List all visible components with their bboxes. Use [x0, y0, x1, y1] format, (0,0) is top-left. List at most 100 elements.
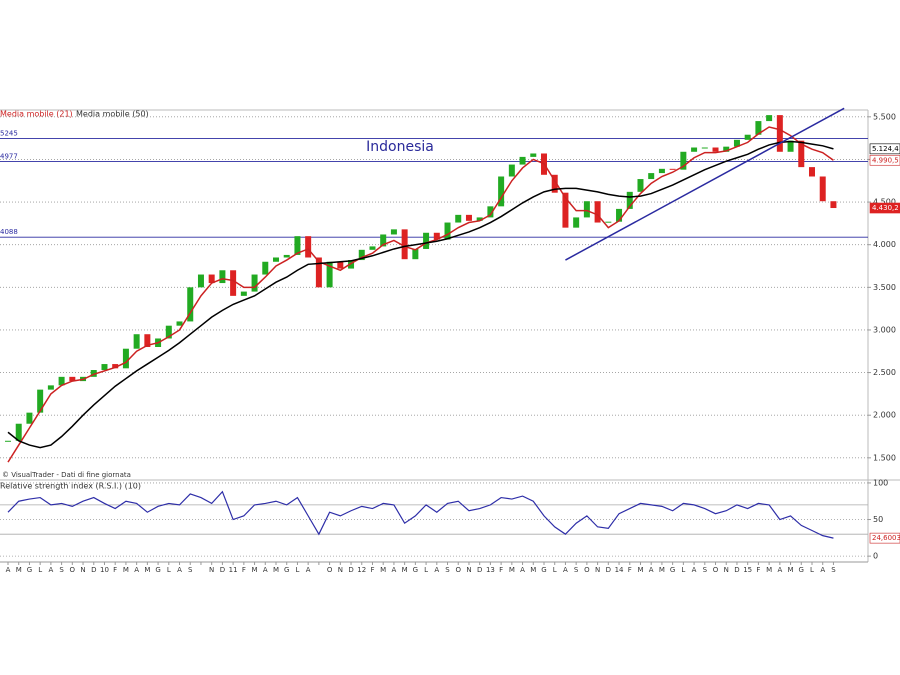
- x-tick-label: A: [263, 566, 268, 574]
- legend-entry: Media mobile (50): [76, 110, 149, 119]
- x-tick-label: F: [628, 566, 632, 574]
- candle: [187, 287, 194, 322]
- candle: [830, 201, 837, 209]
- candle: [401, 229, 408, 260]
- candle: [551, 174, 558, 193]
- x-tick-label: A: [777, 566, 782, 574]
- x-tick-label: M: [659, 566, 665, 574]
- trendline: [565, 107, 845, 261]
- x-tick-label: A: [820, 566, 825, 574]
- x-tick-label: F: [242, 566, 246, 574]
- candle: [337, 261, 344, 269]
- candle: [455, 214, 462, 223]
- panel-title: Relative strength index (R.S.I.) (10): [0, 482, 141, 491]
- candle: [669, 168, 676, 170]
- x-tick-label: 14: [615, 566, 624, 574]
- x-tick-label: O: [327, 566, 333, 574]
- x-tick-label: D: [734, 566, 739, 574]
- candle: [5, 440, 11, 442]
- x-tick-label: 12: [357, 566, 366, 574]
- candle: [165, 325, 172, 339]
- x-tick-label: M: [530, 566, 536, 574]
- last-value-tag: 24,6003: [872, 534, 900, 542]
- last-price-tag: 4.430,2: [872, 204, 899, 212]
- x-tick-label: N: [209, 566, 214, 574]
- candle: [712, 147, 719, 152]
- x-tick-label: M: [788, 566, 794, 574]
- candle: [766, 115, 773, 122]
- x-tick-label: 10: [100, 566, 109, 574]
- line: [7, 140, 834, 449]
- candle: [69, 376, 76, 382]
- last-value-tag-box: [869, 154, 900, 166]
- x-tick-label: 13: [486, 566, 495, 574]
- candle: [562, 192, 569, 228]
- x-tick-label: O: [70, 566, 76, 574]
- x-tick-label: L: [38, 566, 42, 574]
- x-tick-label: N: [80, 566, 85, 574]
- candle: [444, 222, 451, 240]
- x-tick-label: M: [509, 566, 515, 574]
- candle: [519, 156, 526, 165]
- candle: [616, 208, 623, 222]
- last-value-tag-box: [869, 143, 900, 155]
- y-tick-label: 3.000: [873, 325, 896, 334]
- candle: [605, 221, 612, 223]
- x-tick-label: L: [295, 566, 299, 574]
- x-tick-label: A: [649, 566, 654, 574]
- x-tick-label: F: [113, 566, 117, 574]
- x-tick-label: N: [595, 566, 600, 574]
- x-tick-label: 11: [229, 566, 238, 574]
- x-tick-label: G: [155, 566, 160, 574]
- candle: [208, 274, 215, 284]
- x-tick-label: M: [16, 566, 22, 574]
- candle: [583, 201, 590, 218]
- x-tick-label: G: [284, 566, 289, 574]
- x-tick-label: A: [48, 566, 53, 574]
- x-tick-label: M: [273, 566, 279, 574]
- candle: [776, 115, 783, 152]
- x-tick-label: N: [724, 566, 729, 574]
- x-tick-label: M: [766, 566, 772, 574]
- x-tick-label: O: [584, 566, 590, 574]
- last-price-tag-box: [869, 202, 900, 214]
- x-tick-label: D: [91, 566, 96, 574]
- x-tick-label: L: [424, 566, 428, 574]
- last-value-tag: 4.990,5: [872, 156, 899, 164]
- candle: [744, 134, 751, 140]
- y-tick-label: 5.500: [873, 112, 896, 121]
- y-tick-label: 4.000: [873, 240, 896, 249]
- chart-title: Indonesia: [366, 139, 434, 155]
- candle: [90, 370, 97, 377]
- y-tick-label: 100: [873, 478, 888, 487]
- candle: [15, 423, 22, 441]
- x-tick-label: G: [670, 566, 675, 574]
- candle: [755, 121, 762, 135]
- candle: [315, 257, 322, 288]
- x-tick-label: D: [606, 566, 611, 574]
- y-tick-label: 2.500: [873, 368, 896, 377]
- x-tick-label: A: [563, 566, 568, 574]
- x-tick-label: A: [177, 566, 182, 574]
- candle: [326, 261, 333, 288]
- x-tick-label: L: [167, 566, 171, 574]
- x-tick-label: A: [692, 566, 697, 574]
- candle: [219, 270, 226, 284]
- candle: [691, 147, 698, 152]
- x-tick-label: D: [477, 566, 482, 574]
- candle: [283, 254, 290, 258]
- x-tick-label: A: [434, 566, 439, 574]
- candle: [101, 364, 108, 371]
- candle: [637, 179, 644, 192]
- x-tick-label: G: [27, 566, 32, 574]
- candle: [465, 214, 472, 221]
- x-tick-label: N: [466, 566, 471, 574]
- candle: [787, 140, 794, 152]
- candle: [380, 234, 387, 247]
- candle: [26, 412, 33, 424]
- x-tick-label: A: [6, 566, 11, 574]
- x-tick-label: O: [455, 566, 461, 574]
- x-tick-label: S: [445, 566, 450, 574]
- candle: [122, 348, 129, 369]
